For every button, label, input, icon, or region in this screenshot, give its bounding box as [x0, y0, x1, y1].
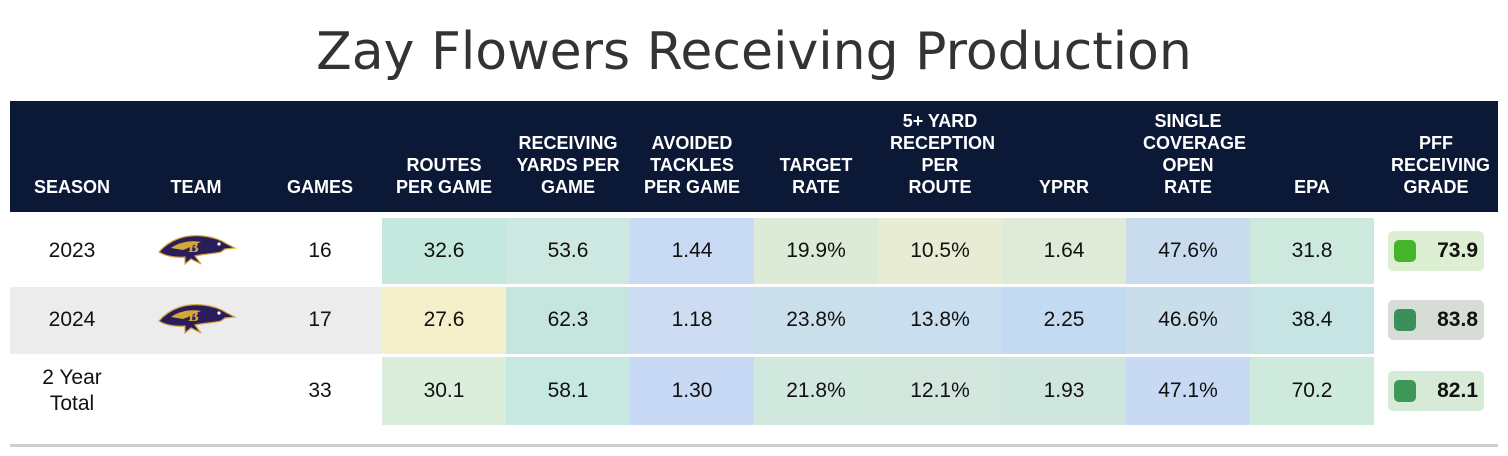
team-cell — [134, 212, 258, 285]
games-cell: 17 — [258, 283, 382, 357]
column-header: GAMES — [286, 177, 353, 197]
column-header: SINGLE COVERAGE OPEN RATE — [1143, 111, 1247, 197]
grade-cell: 83.8 — [1374, 283, 1498, 357]
stat-cell: 2.25 — [1002, 283, 1126, 357]
stat-cell: 1.44 — [630, 212, 754, 285]
season-cell: 2 Year Total — [10, 355, 134, 425]
grade-badge: 73.9 — [1388, 230, 1484, 271]
grade-swatch — [1394, 379, 1416, 402]
column-header: ROUTES PER GAME — [395, 155, 492, 197]
stat-cell: 10.5% — [878, 212, 1002, 285]
stat-cell: 23.8% — [754, 283, 878, 357]
stat-cell: 58.1 — [506, 355, 630, 425]
stat-cell: 13.8% — [878, 283, 1002, 357]
column-header: TEAM — [170, 177, 222, 197]
grade-swatch — [1394, 309, 1416, 331]
ravens-logo-icon — [155, 228, 237, 268]
column-header: YPRR — [1038, 177, 1089, 197]
stat-cell: 31.8 — [1250, 212, 1374, 285]
column-header: SEASON — [33, 177, 111, 197]
stat-cell: 12.1% — [878, 355, 1002, 425]
grade-swatch — [1394, 239, 1416, 262]
header-row: SEASON TEAM GAMES ROUTES PER GAME RECEIVING … — [10, 101, 1498, 215]
grade-badge: 82.1 — [1388, 370, 1484, 411]
table-row: 2 Year Total 33 30.1 58.1 1.30 21.8% 12.1% 1.93… — [10, 355, 1498, 425]
column-header: 5+ YARD RECEPTION PER ROUTE — [890, 111, 996, 197]
table-body: 2023 16 32.6 53.6 1.44 19.9% 10.5% 1.64 47.6% 31.… — [10, 212, 1498, 425]
grade-value: 82.1 — [1437, 378, 1478, 402]
stat-cell: 53.6 — [506, 212, 630, 285]
grade-value: 73.9 — [1437, 238, 1478, 262]
column-header: RECEIVING YARDS PER GAME — [516, 133, 620, 197]
stat-cell: 47.6% — [1126, 212, 1250, 285]
column-header: PFF RECEIVING GRADE — [1391, 133, 1491, 197]
stat-cell: 62.3 — [506, 283, 630, 357]
stat-cell: 19.9% — [754, 212, 878, 285]
stat-cell: 38.4 — [1250, 283, 1374, 357]
stat-cell: 32.6 — [382, 212, 506, 285]
stat-cell: 47.1% — [1126, 355, 1250, 425]
column-header: TARGET RATE — [779, 155, 853, 197]
season-cell: 2024 — [10, 283, 134, 357]
games-cell: 33 — [258, 355, 382, 425]
team-cell — [134, 283, 258, 357]
column-header: EPA — [1294, 177, 1330, 197]
stat-cell: 1.30 — [630, 355, 754, 425]
ravens-logo-icon — [155, 297, 237, 337]
grade-value: 83.8 — [1437, 308, 1478, 331]
games-cell: 16 — [258, 212, 382, 285]
season-cell: 2023 — [10, 212, 134, 285]
chart-title: Zay Flowers Receiving Production — [316, 22, 1192, 82]
stats-table: SEASON TEAM GAMES ROUTES PER GAME RECEIVING … — [10, 101, 1498, 425]
table-row: 2024 17 27.6 62.3 1.18 23.8% 13.8% 2.25 46.6% 38.… — [10, 283, 1498, 357]
column-header: AVOIDED TACKLES PER GAME — [643, 133, 740, 197]
stat-cell: 21.8% — [754, 355, 878, 425]
stat-cell: 30.1 — [382, 355, 506, 425]
bottom-divider — [10, 444, 1498, 447]
stat-cell: 1.64 — [1002, 212, 1126, 285]
table-row: 2023 16 32.6 53.6 1.44 19.9% 10.5% 1.64 47.6% 31.… — [10, 212, 1498, 285]
grade-badge: 83.8 — [1388, 300, 1484, 340]
grade-cell: 82.1 — [1374, 355, 1498, 425]
stat-cell: 27.6 — [382, 283, 506, 357]
grade-cell: 73.9 — [1374, 212, 1498, 285]
team-cell — [134, 355, 258, 425]
stat-cell: 70.2 — [1250, 355, 1374, 425]
stat-cell: 1.18 — [630, 283, 754, 357]
stat-cell: 1.93 — [1002, 355, 1126, 425]
stat-cell: 46.6% — [1126, 283, 1250, 357]
